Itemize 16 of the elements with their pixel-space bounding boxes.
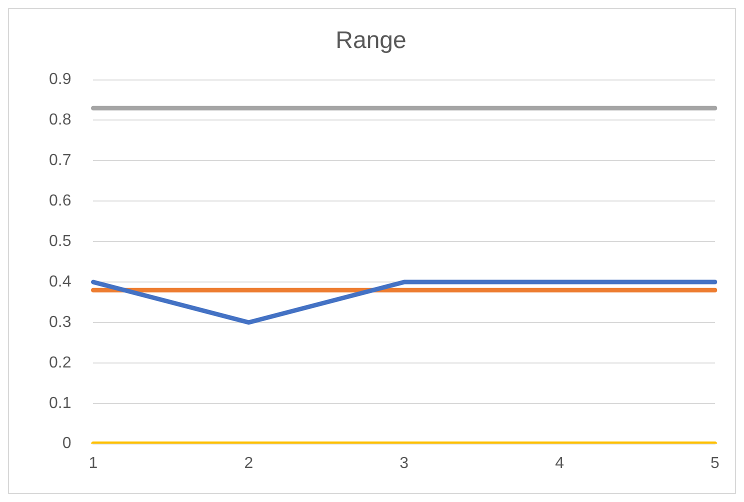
y-tick-label: 0.2 [48, 354, 72, 372]
x-tick-label: 2 [244, 454, 254, 472]
y-tick-label: 0 [62, 435, 72, 452]
y-tick-label: 0.3 [48, 314, 72, 331]
x-tick-label: 5 [710, 454, 720, 472]
y-tick-label: 0.5 [48, 232, 72, 250]
y-tick-label: 0.4 [48, 273, 72, 290]
x-tick-label: 1 [88, 454, 98, 472]
chart-title: Range [336, 27, 406, 54]
y-tick-label: 0.9 [48, 71, 72, 88]
y-tick-label: 0.1 [48, 394, 72, 412]
y-tick-label: 0.6 [48, 192, 72, 210]
y-tick-label: 0.7 [48, 152, 72, 170]
x-tick-label: 3 [400, 454, 409, 472]
x-tick-label: 4 [555, 454, 564, 472]
y-tick-label: 0.8 [48, 112, 72, 129]
